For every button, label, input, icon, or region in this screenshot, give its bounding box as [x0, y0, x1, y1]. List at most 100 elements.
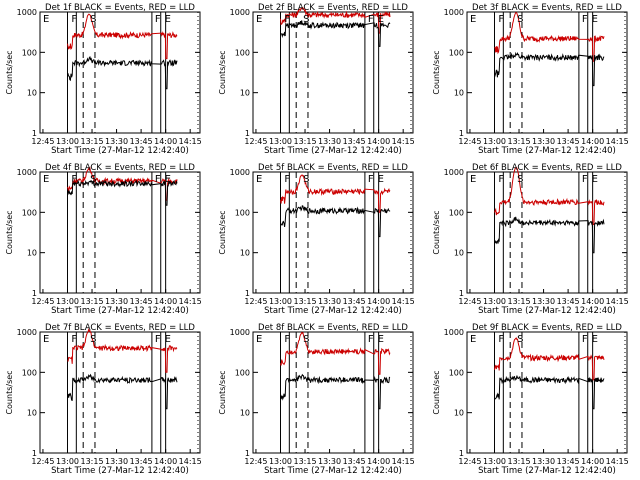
y-tick-label: 100: [449, 208, 464, 217]
event-marker-label: E: [256, 334, 262, 345]
y-tick-label: 1000: [230, 168, 250, 177]
x-tick-label: 12:45: [244, 297, 267, 306]
series-events-line: [280, 373, 391, 410]
event-marker-label: S: [90, 174, 96, 185]
event-marker-label: F: [284, 174, 290, 185]
x-tick-label: 12:45: [458, 137, 481, 146]
y-tick-label: 1000: [17, 328, 37, 337]
series-lld-line: [67, 328, 178, 373]
x-tick-label: 14:00: [367, 297, 390, 306]
chart-title: Det 9f BLACK = Events, RED = LLD: [472, 323, 622, 333]
chart-title: Det 1f BLACK = Events, RED = LLD: [45, 3, 195, 13]
x-tick-label: 13:30: [532, 297, 555, 306]
y-tick-label: 1: [32, 449, 37, 458]
series-lld-line: [494, 12, 605, 62]
x-tick-label: 13:15: [293, 297, 316, 306]
x-tick-label: 12:45: [31, 137, 54, 146]
y-tick-label: 1: [245, 449, 250, 458]
y-tick-label: 1000: [17, 8, 37, 17]
event-marker-label: F: [582, 334, 588, 345]
y-tick-label: 100: [449, 368, 464, 377]
chart-panel-4: 1 10 100 1000 12:45 13:00 13:15 13:30 13:45 14:00…: [5, 163, 202, 316]
y-tick-label: 10: [27, 409, 37, 418]
series-events-line: [67, 55, 178, 90]
y-tick-label: 100: [235, 48, 250, 57]
x-axis-label: Start Time (27-Mar-12 12:42:40): [51, 466, 189, 476]
y-tick-label: 1000: [17, 168, 37, 177]
x-axis-label: Start Time (27-Mar-12 12:42:40): [478, 466, 616, 476]
x-tick-label: 13:15: [293, 457, 316, 466]
event-marker-label: F: [155, 174, 161, 185]
y-tick-label: 1: [459, 289, 464, 298]
series-events-line: [67, 373, 178, 410]
y-axis-label: Counts/sec: [5, 210, 14, 254]
y-tick-label: 100: [22, 48, 37, 57]
plot-frame: [252, 171, 414, 294]
event-marker-label: E: [592, 334, 598, 345]
event-marker-label: E: [43, 334, 49, 345]
x-tick-label: 12:45: [31, 297, 54, 306]
x-tick-label: 13:00: [269, 297, 292, 306]
x-tick-label: 13:00: [269, 137, 292, 146]
x-tick-label: 13:45: [557, 297, 580, 306]
event-marker-label: E: [470, 14, 476, 25]
x-tick-label: 13:30: [532, 137, 555, 146]
x-tick-label: 14:00: [154, 457, 177, 466]
event-marker-label: S: [90, 334, 96, 345]
x-tick-label: 13:45: [343, 457, 366, 466]
event-marker-label: S: [303, 334, 309, 345]
x-tick-label: 14:15: [606, 457, 629, 466]
x-tick-label: 13:00: [56, 457, 79, 466]
chart-title: Det 3f BLACK = Events, RED = LLD: [472, 3, 622, 13]
chart-panel-7: 1 10 100 1000 12:45 13:00 13:15 13:30 13:45 14:00…: [5, 323, 202, 476]
series-lld-line: [280, 331, 391, 375]
y-tick-label: 1000: [230, 328, 250, 337]
y-tick-label: 100: [22, 368, 37, 377]
x-tick-label: 13:30: [318, 297, 341, 306]
x-tick-label: 13:45: [130, 137, 153, 146]
event-marker-label: F: [284, 14, 290, 25]
y-tick-label: 1000: [444, 8, 464, 17]
y-tick-label: 1000: [230, 8, 250, 17]
y-tick-label: 1: [459, 449, 464, 458]
chart-title: Det 7f BLACK = Events, RED = LLD: [45, 323, 195, 333]
x-tick-label: 13:15: [80, 457, 103, 466]
event-marker-label: F: [368, 334, 374, 345]
event-marker-label: E: [256, 14, 262, 25]
event-marker-label: F: [71, 14, 77, 25]
event-marker-label: E: [43, 174, 49, 185]
x-tick-label: 13:15: [80, 297, 103, 306]
event-marker-label: F: [582, 174, 588, 185]
x-tick-label: 13:30: [105, 457, 128, 466]
plot-frame: [39, 331, 201, 454]
event-marker-label: E: [378, 334, 384, 345]
chart-title: Det 4f BLACK = Events, RED = LLD: [45, 163, 195, 173]
y-tick-label: 1: [32, 289, 37, 298]
x-tick-label: 13:45: [130, 457, 153, 466]
event-marker-label: E: [592, 174, 598, 185]
y-axis-label: Counts/sec: [432, 370, 441, 414]
x-tick-label: 14:00: [581, 297, 604, 306]
x-tick-label: 13:00: [483, 137, 506, 146]
x-axis-label: Start Time (27-Mar-12 12:42:40): [478, 146, 616, 156]
x-tick-label: 14:15: [179, 457, 202, 466]
y-tick-label: 1: [245, 129, 250, 138]
y-tick-label: 1: [459, 129, 464, 138]
x-axis-label: Start Time (27-Mar-12 12:42:40): [264, 306, 402, 316]
series-events-line: [494, 51, 605, 87]
x-axis-label: Start Time (27-Mar-12 12:42:40): [264, 466, 402, 476]
x-tick-label: 13:15: [507, 137, 530, 146]
y-axis-label: Counts/sec: [5, 50, 14, 94]
y-tick-label: 1: [245, 289, 250, 298]
x-axis-label: Start Time (27-Mar-12 12:42:40): [51, 146, 189, 156]
x-axis-label: Start Time (27-Mar-12 12:42:40): [51, 306, 189, 316]
x-tick-label: 14:15: [179, 137, 202, 146]
x-tick-label: 13:15: [507, 297, 530, 306]
chart-panel-5: 1 10 100 1000 12:45 13:00 13:15 13:30 13:45 14:00…: [218, 163, 415, 316]
event-marker-label: E: [43, 14, 49, 25]
y-tick-label: 10: [27, 249, 37, 258]
event-marker-label: E: [165, 174, 171, 185]
x-tick-label: 12:45: [31, 457, 54, 466]
x-tick-label: 13:30: [532, 457, 555, 466]
y-tick-label: 10: [454, 249, 464, 258]
